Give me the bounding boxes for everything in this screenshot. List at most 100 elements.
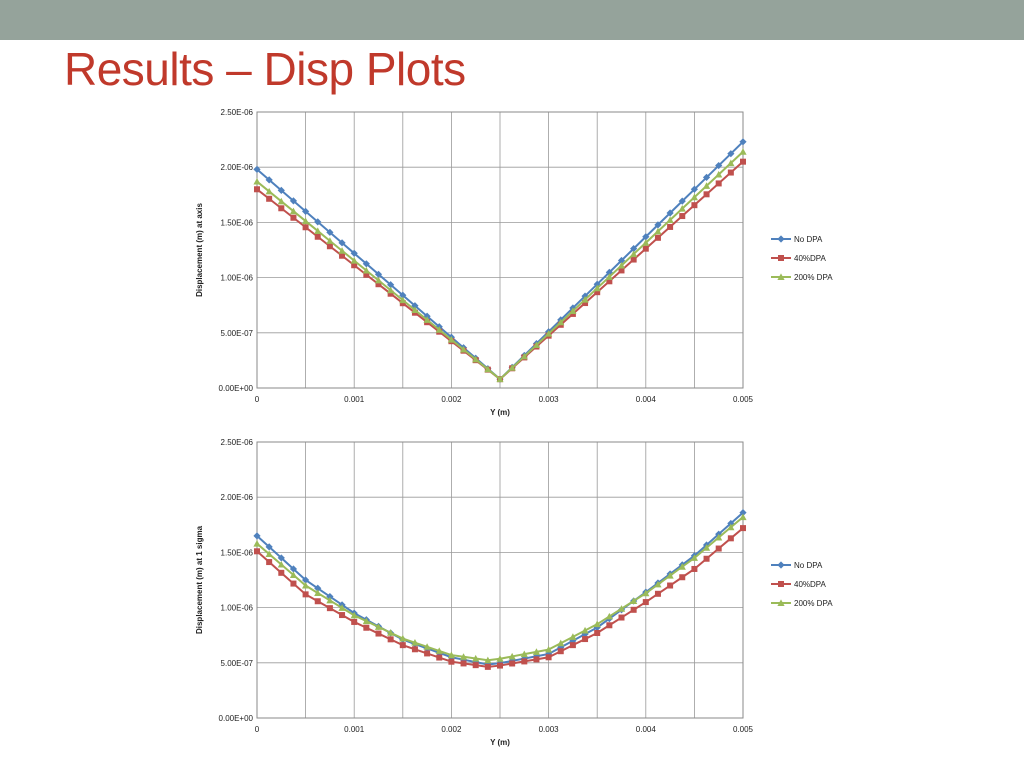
data-point <box>715 161 723 170</box>
slide-title: Results – Disp Plots <box>64 43 466 95</box>
data-point <box>727 150 735 158</box>
data-point <box>569 307 577 314</box>
data-point <box>362 266 370 274</box>
legend-marker <box>778 255 784 261</box>
data-point <box>727 535 734 542</box>
data-point <box>642 599 649 606</box>
chart-displacement-at-axis: 0.00E+00 5.00E-07 1.00E-06 1.50E-06 2.00E-06… <box>150 100 870 430</box>
data-point <box>484 365 492 373</box>
data-point <box>678 563 686 570</box>
data-point <box>435 326 443 333</box>
legend-item: 200% DPA <box>771 599 833 608</box>
data-point <box>338 604 346 611</box>
data-point <box>472 662 479 669</box>
data-point <box>582 636 589 643</box>
data-point <box>727 169 734 176</box>
grid <box>256 111 744 389</box>
y-axis-label: Displacement (m) at 1 sigma <box>195 525 204 634</box>
data-point <box>265 187 273 195</box>
data-point <box>277 186 285 194</box>
data-point <box>605 612 613 620</box>
y-tick-label: 2.00E-06 <box>221 163 254 172</box>
x-axis-label: Y (m) <box>490 408 510 417</box>
data-point <box>727 159 735 167</box>
data-point <box>654 234 661 241</box>
data-point <box>654 580 662 588</box>
legend-marker <box>778 581 784 587</box>
data-point <box>338 247 346 254</box>
y-tick-label: 1.00E-06 <box>221 604 254 613</box>
data-point <box>253 165 261 174</box>
data-point <box>362 617 370 625</box>
data-point <box>545 645 553 653</box>
data-point <box>642 589 650 597</box>
data-point <box>254 548 260 555</box>
data-point <box>545 654 552 661</box>
grid <box>256 441 744 719</box>
data-point <box>253 532 261 540</box>
data-point <box>484 663 491 670</box>
data-point <box>593 284 601 292</box>
legend-item: 40%DPA <box>771 580 827 589</box>
data-point <box>253 539 261 547</box>
data-point <box>606 622 613 629</box>
chart-1-svg: 0.00E+00 5.00E-07 1.00E-06 1.50E-06 2.00E-06… <box>195 108 833 417</box>
data-point <box>314 584 322 592</box>
data-point <box>739 509 747 517</box>
data-point <box>582 300 589 307</box>
legend-marker <box>777 561 785 569</box>
data-point <box>277 197 285 205</box>
data-point <box>374 276 383 284</box>
y-tick-label: 5.00E-07 <box>221 329 254 338</box>
x-tick-label: 0.003 <box>539 725 560 734</box>
data-point <box>399 642 406 649</box>
y-tick-label: 1.50E-06 <box>221 218 254 227</box>
data-point <box>715 180 722 187</box>
data-point <box>727 523 735 531</box>
data-point <box>314 218 322 226</box>
data-point <box>654 590 661 597</box>
data-point <box>374 270 383 278</box>
data-point <box>678 205 686 212</box>
data-point <box>314 598 321 605</box>
data-point <box>265 550 273 558</box>
data-point <box>375 281 382 288</box>
data-point <box>581 630 589 638</box>
data-point <box>594 289 601 296</box>
data-point <box>496 655 504 662</box>
data-point <box>520 650 528 658</box>
legend-label: 200% DPA <box>794 273 833 282</box>
data-point <box>715 533 723 541</box>
series-200-dpa <box>253 148 747 383</box>
data-point <box>363 271 370 278</box>
data-point <box>557 639 565 647</box>
data-point <box>302 224 309 231</box>
data-point <box>679 574 686 581</box>
data-point <box>387 281 395 289</box>
data-point <box>411 306 419 314</box>
data-point <box>447 651 455 659</box>
y-tick-label: 2.00E-06 <box>221 493 254 502</box>
x-tick-label: 0.001 <box>344 725 365 734</box>
data-point <box>702 173 711 182</box>
data-point <box>605 268 613 276</box>
legend-marker <box>777 273 785 280</box>
data-point <box>740 158 746 165</box>
data-point <box>326 605 333 612</box>
y-tick-label: 1.00E-06 <box>221 274 254 283</box>
data-point <box>618 614 625 621</box>
data-point <box>690 554 698 561</box>
data-point <box>459 345 468 353</box>
legend-label: No DPA <box>794 235 823 244</box>
data-point <box>423 643 431 650</box>
data-point <box>387 290 394 297</box>
data-point <box>666 216 674 223</box>
data-point <box>520 352 528 360</box>
data-point <box>253 177 261 185</box>
data-point <box>375 630 382 637</box>
data-point <box>739 513 747 521</box>
legend-label: No DPA <box>794 561 823 570</box>
x-tick-label: 0.003 <box>539 395 560 404</box>
data-point <box>569 633 577 640</box>
data-point <box>509 660 516 667</box>
